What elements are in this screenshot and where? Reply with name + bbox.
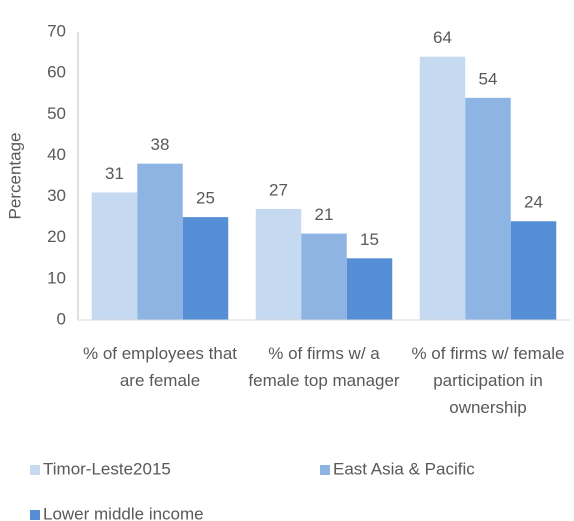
data-label: 31	[105, 164, 124, 183]
data-label: 27	[269, 180, 288, 199]
bar	[465, 97, 511, 320]
data-label: 38	[151, 135, 170, 154]
data-label: 54	[479, 69, 498, 88]
data-label: 15	[360, 230, 379, 249]
bar	[301, 233, 347, 320]
y-axis-label: Percentage	[5, 133, 24, 220]
y-tick-label: 40	[47, 145, 66, 164]
y-tick-label: 10	[47, 268, 66, 287]
bar	[510, 221, 557, 320]
y-tick-label: 0	[57, 309, 66, 328]
y-tick-label: 30	[47, 186, 66, 205]
data-label: 25	[196, 189, 215, 208]
bar	[182, 217, 229, 320]
legend-label: Timor-Leste2015	[43, 459, 171, 478]
x-tick-label: % of employees that are female	[82, 344, 238, 390]
legend-label: East Asia & Pacific	[333, 459, 475, 478]
bar	[91, 192, 138, 320]
bar	[137, 163, 183, 320]
legend-swatch	[320, 465, 330, 475]
bar	[346, 258, 393, 320]
legend-swatch	[30, 465, 40, 475]
legend-swatch	[30, 510, 40, 520]
data-label: 21	[315, 205, 334, 224]
y-tick-label: 20	[47, 227, 66, 246]
x-tick-label: % of firms w/ a female top manager	[248, 344, 400, 390]
y-tick-label: 70	[47, 21, 66, 40]
y-tick-label: 60	[47, 63, 66, 82]
bar	[255, 208, 302, 320]
data-label: 64	[433, 28, 452, 47]
y-tick-label: 50	[47, 104, 66, 123]
legend-label: Lower middle income	[43, 504, 204, 521]
data-label: 24	[524, 193, 543, 212]
bar	[419, 56, 466, 320]
x-tick-label: % of firms w/ female participation in ow…	[411, 344, 565, 417]
